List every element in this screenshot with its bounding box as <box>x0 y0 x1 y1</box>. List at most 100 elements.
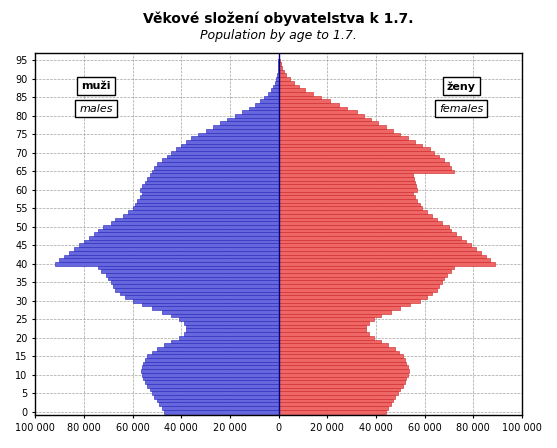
Bar <box>278 292 432 295</box>
Bar <box>206 129 278 133</box>
Bar <box>69 251 278 254</box>
Bar <box>79 243 278 247</box>
Bar <box>275 81 278 85</box>
Bar <box>101 269 278 273</box>
Bar <box>278 336 374 340</box>
Bar <box>278 254 486 258</box>
Bar <box>145 181 278 184</box>
Bar <box>278 118 371 121</box>
Bar <box>150 388 278 392</box>
Bar <box>278 59 280 62</box>
Bar <box>278 306 400 310</box>
Bar <box>278 373 408 377</box>
Bar <box>278 236 461 240</box>
Bar <box>144 377 278 380</box>
Bar <box>278 347 395 351</box>
Bar <box>278 392 398 395</box>
Bar <box>179 317 278 321</box>
Bar <box>278 144 422 147</box>
Bar <box>278 181 415 184</box>
Bar <box>278 332 369 336</box>
Bar <box>278 354 403 358</box>
Text: muži: muži <box>81 82 111 91</box>
Bar <box>147 354 278 358</box>
Bar <box>111 221 278 225</box>
Bar <box>278 95 321 99</box>
Bar <box>260 99 278 103</box>
Bar <box>191 136 278 140</box>
Bar <box>278 240 466 243</box>
Bar <box>278 295 427 299</box>
Bar <box>142 302 278 306</box>
Bar <box>154 166 278 169</box>
Bar <box>181 144 278 147</box>
Bar <box>111 280 278 284</box>
Bar <box>273 85 278 88</box>
Bar <box>278 129 393 133</box>
Bar <box>135 203 278 207</box>
Bar <box>220 121 278 125</box>
Bar <box>278 207 422 210</box>
Bar <box>145 380 278 384</box>
Bar <box>172 151 278 155</box>
Bar <box>278 188 417 192</box>
Bar <box>278 273 447 277</box>
Bar <box>162 159 278 162</box>
Bar <box>278 406 388 410</box>
Bar <box>278 328 367 332</box>
Bar <box>277 73 278 77</box>
Bar <box>278 321 369 325</box>
Bar <box>198 133 278 136</box>
Bar <box>108 277 278 280</box>
Bar <box>278 159 444 162</box>
Bar <box>115 218 278 221</box>
Bar <box>278 284 439 288</box>
Bar <box>278 199 417 203</box>
Bar <box>235 114 278 118</box>
Bar <box>278 85 299 88</box>
Bar <box>242 110 278 114</box>
Bar <box>162 310 278 314</box>
Bar <box>278 395 395 399</box>
Bar <box>157 162 278 166</box>
Bar <box>115 288 278 292</box>
Bar <box>99 228 278 233</box>
Bar <box>278 66 282 70</box>
Bar <box>152 392 278 395</box>
Text: ženy: ženy <box>447 81 476 91</box>
Bar <box>186 325 278 328</box>
Bar <box>94 233 278 236</box>
Bar <box>278 210 427 214</box>
Bar <box>278 299 420 302</box>
Bar <box>65 254 278 258</box>
Bar <box>278 203 420 207</box>
Bar <box>278 73 286 77</box>
Bar <box>152 169 278 173</box>
Bar <box>186 328 278 332</box>
Bar <box>277 70 278 73</box>
Bar <box>278 214 432 218</box>
Bar <box>278 133 400 136</box>
Bar <box>150 173 278 177</box>
Bar <box>154 395 278 399</box>
Bar <box>145 358 278 362</box>
Bar <box>278 221 442 225</box>
Bar <box>74 247 278 251</box>
Bar <box>213 125 278 129</box>
Bar <box>113 284 278 288</box>
Bar <box>133 207 278 210</box>
Bar <box>278 258 490 262</box>
Bar <box>278 366 408 369</box>
Bar <box>278 266 454 269</box>
Bar <box>167 155 278 159</box>
Bar <box>256 103 278 107</box>
Bar <box>278 92 312 95</box>
Bar <box>278 177 414 181</box>
Bar <box>278 88 305 92</box>
Bar <box>142 366 278 369</box>
Bar <box>278 314 381 317</box>
Bar <box>278 155 439 159</box>
Bar <box>157 399 278 402</box>
Bar <box>278 317 374 321</box>
Bar <box>278 103 339 107</box>
